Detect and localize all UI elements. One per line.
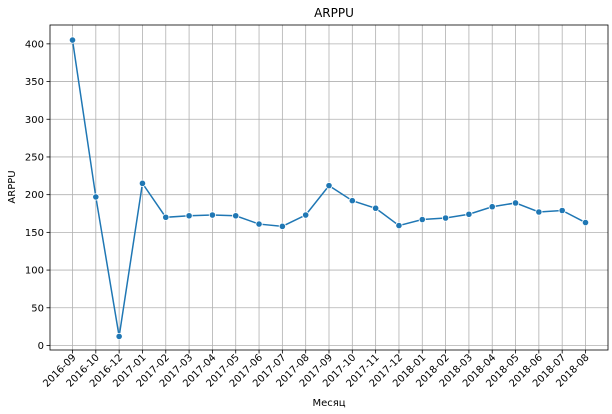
series-layer — [68, 36, 590, 341]
data-point — [418, 215, 426, 224]
data-point — [348, 197, 356, 205]
y-tick-label: 50 — [31, 303, 44, 314]
data-point — [92, 193, 100, 201]
data-point — [372, 204, 380, 212]
data-point — [558, 206, 566, 215]
data-point — [255, 220, 263, 228]
data-point — [488, 203, 496, 211]
y-tick-label: 250 — [25, 152, 44, 163]
data-point — [185, 212, 193, 220]
data-point — [535, 208, 543, 216]
data-point — [511, 199, 520, 207]
data-point — [138, 179, 147, 187]
data-point — [208, 211, 217, 219]
data-point — [115, 332, 123, 341]
y-tick-label: 350 — [25, 77, 44, 88]
y-axis: 0 50 100 150 200 250 300 350 400 — [25, 39, 50, 352]
data-point — [278, 222, 286, 230]
data-point — [395, 221, 403, 230]
chart-title: ARPPU — [314, 6, 354, 20]
y-tick-label: 300 — [25, 115, 44, 126]
y-tick-label: 150 — [25, 228, 44, 239]
y-tick-label: 0 — [38, 341, 44, 352]
x-axis: 2016-092016-102016-122017-012017-022017-… — [41, 350, 592, 390]
y-tick-label: 100 — [25, 266, 44, 277]
x-axis-label: Месяц — [312, 398, 345, 409]
data-point — [232, 212, 240, 220]
data-point — [441, 214, 450, 222]
y-axis-label: ARPPU — [7, 170, 18, 203]
data-point — [68, 36, 77, 44]
data-point — [302, 211, 310, 219]
y-tick-label: 200 — [25, 190, 44, 201]
y-tick-label: 400 — [25, 39, 44, 50]
data-point — [465, 210, 473, 218]
data-point — [162, 213, 170, 221]
data-point — [325, 182, 333, 190]
data-point — [581, 218, 590, 227]
